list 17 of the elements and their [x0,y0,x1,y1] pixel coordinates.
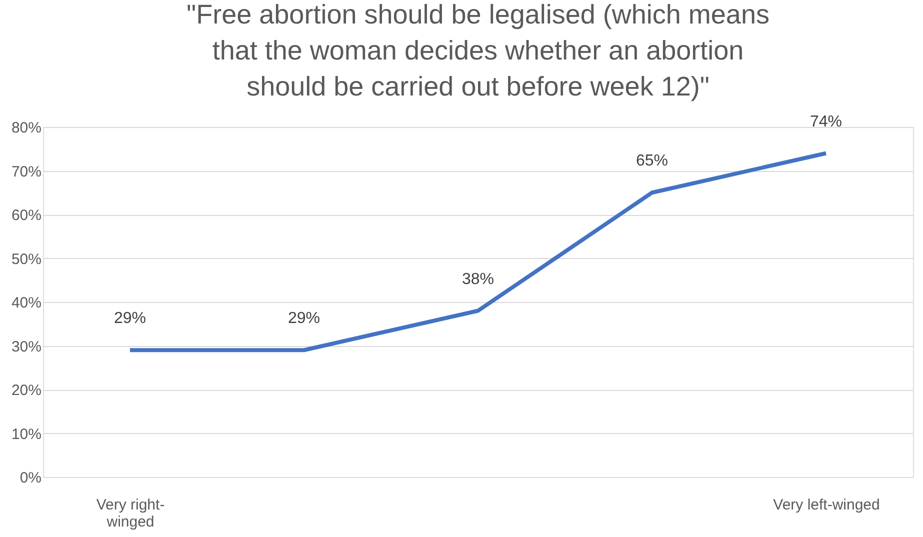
x-tick-label: Very left-winged [773,496,880,514]
data-label: 38% [462,270,494,288]
x-tick-label: Very right-winged [96,496,165,530]
y-tick-label: 60% [11,207,42,224]
data-label: 29% [288,310,320,328]
y-tick-label: 20% [11,382,42,399]
y-tick-label: 70% [11,163,42,180]
y-tick-label: 0% [20,470,42,486]
data-label: 65% [636,152,668,170]
y-tick-label: 50% [11,250,42,268]
data-label: 74% [810,113,842,130]
y-tick-label: 80% [11,120,42,136]
data-label: 29% [114,310,146,328]
y-tick-label: 40% [11,294,42,312]
y-tick-label: 10% [11,426,42,443]
y-tick-label: 30% [11,338,42,356]
chart-title: "Free abortion should be legalised (which means that the woman decides whether an abortion should be carried out before week 12)" [186,0,770,102]
